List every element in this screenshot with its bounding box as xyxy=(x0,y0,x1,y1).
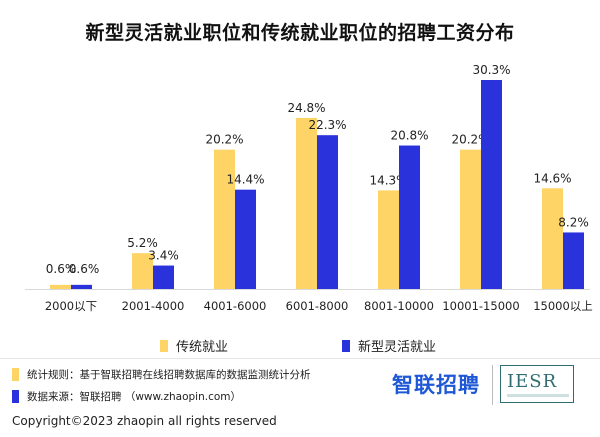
iesr-logo-text: IESR xyxy=(507,371,558,392)
data-label-flexible-5: 30.3% xyxy=(472,63,510,77)
x-tick-label-0: 2000以下 xyxy=(45,299,97,313)
legend-label-flexible: 新型灵活就业 xyxy=(358,340,437,355)
note-rule: 统计规则：基于智联招聘在线招聘数据库的数据监测统计分析 xyxy=(12,363,311,385)
footer-notes: 统计规则：基于智联招聘在线招聘数据库的数据监测统计分析 数据来源：智联招聘 （w… xyxy=(12,363,311,407)
data-label-traditional-2: 20.2% xyxy=(205,133,243,147)
bar-flexible-4 xyxy=(399,145,420,289)
data-label-traditional-1: 5.2% xyxy=(127,236,158,250)
iesr-logo-underline xyxy=(507,394,569,397)
copyright-text: Copyright©2023 zhaopin all rights reserv… xyxy=(12,414,277,428)
x-tick-label-3: 6001-8000 xyxy=(286,299,349,313)
data-label-flexible-4: 20.8% xyxy=(390,129,428,143)
iesr-logo: IESR xyxy=(500,365,574,403)
bar-flexible-5 xyxy=(481,80,502,289)
bar-traditional-1 xyxy=(132,253,153,289)
bar-traditional-3 xyxy=(296,117,317,290)
legend-swatch-traditional xyxy=(160,339,168,352)
data-label-flexible-6: 8.2% xyxy=(558,215,589,229)
x-tick-label-4: 8001-10000 xyxy=(364,299,434,313)
bar-traditional-5 xyxy=(460,149,481,289)
data-label-traditional-5: 20.2% xyxy=(451,133,489,147)
data-label-flexible-0: 0.6% xyxy=(69,262,100,276)
zhaopin-logo: 智联招聘 xyxy=(392,373,480,397)
x-tick-label-1: 2001-4000 xyxy=(122,299,185,313)
legend-swatch-flexible xyxy=(342,339,350,352)
x-tick-label-2: 4001-6000 xyxy=(204,299,267,313)
note-source-marker xyxy=(12,389,19,403)
bar-flexible-6 xyxy=(563,232,584,289)
logo-separator xyxy=(492,365,493,405)
bar-traditional-4 xyxy=(378,190,399,289)
data-label-traditional-0: 0.6% xyxy=(46,262,77,276)
data-label-flexible-2: 14.4% xyxy=(226,173,264,187)
note-source-text: 数据来源：智联招聘 （www.zhaopin.com） xyxy=(27,390,241,403)
data-label-flexible-1: 3.4% xyxy=(148,249,179,263)
data-label-traditional-6: 14.6% xyxy=(533,171,571,185)
note-rule-marker xyxy=(12,367,19,381)
data-label-flexible-3: 22.3% xyxy=(308,118,346,132)
chart-title: 新型灵活就业职位和传统就业职位的招聘工资分布 xyxy=(85,22,515,44)
x-tick-label-5: 10001-15000 xyxy=(442,299,519,313)
bar-flexible-2 xyxy=(235,189,256,289)
legend-label-traditional: 传统就业 xyxy=(176,340,229,355)
bar-flexible-3 xyxy=(317,135,338,289)
bar-flexible-0 xyxy=(71,284,92,289)
x-tick-label-6: 15000以上 xyxy=(533,299,593,313)
note-rule-text: 统计规则：基于智联招聘在线招聘数据库的数据监测统计分析 xyxy=(27,368,311,381)
legend-item-flexible: 新型灵活就业 xyxy=(342,336,436,355)
bar-traditional-2 xyxy=(214,149,235,289)
footer-divider xyxy=(0,358,600,359)
bar-traditional-0 xyxy=(50,284,71,289)
data-label-traditional-4: 14.3% xyxy=(369,173,407,187)
bar-traditional-6 xyxy=(542,188,563,289)
data-label-traditional-3: 24.8% xyxy=(287,101,325,115)
bar-flexible-1 xyxy=(153,265,174,289)
legend-item-traditional: 传统就业 xyxy=(160,336,228,355)
note-source: 数据来源：智联招聘 （www.zhaopin.com） xyxy=(12,385,311,407)
